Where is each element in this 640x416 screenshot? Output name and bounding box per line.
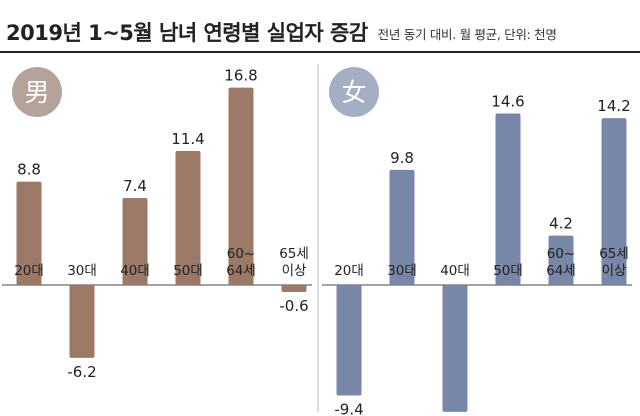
male-bar — [69, 285, 95, 358]
female-bar — [442, 285, 468, 412]
female-category-label: 20대 — [334, 263, 364, 279]
male-category-label: 20대 — [14, 263, 44, 279]
female-category-label: 60~ — [547, 246, 576, 262]
female-value-label: 9.8 — [390, 149, 414, 167]
female-category-label: 이상 — [602, 263, 627, 279]
header: 2019년 1~5월 남녀 연령별 실업자 증감 전년 동기 대비. 월 평균,… — [6, 4, 634, 48]
male-bar — [228, 87, 254, 285]
male-bar — [16, 181, 42, 285]
chart-subtitle: 전년 동기 대비. 월 평균, 단위: 천명 — [377, 27, 557, 42]
male-category-label: 50대 — [173, 263, 203, 279]
female-panel: 女-9.420대9.830대-10.840대14.650대4.260~64세14… — [322, 67, 632, 416]
male-panel: 男 8.8 20대 -6.2 30대 7.4 40대 11.4 50대 16.8 60~64세 -0.… — [2, 67, 312, 381]
male-value-label: 11.4 — [171, 130, 204, 148]
female-badge — [329, 67, 379, 117]
female-bar — [601, 118, 627, 286]
male-bar — [175, 151, 201, 285]
female-bar — [495, 113, 521, 285]
female-category-label: 65세 — [599, 246, 629, 262]
female-value-label: 14.2 — [597, 97, 630, 115]
male-badge-label: 男 — [24, 78, 49, 107]
chart-title: 2019년 1~5월 남녀 연령별 실업자 증감 — [6, 21, 368, 45]
female-category-label: 64세 — [546, 263, 576, 279]
female-value-label: 14.6 — [491, 92, 524, 110]
female-badge-label: 女 — [341, 78, 366, 107]
male-category-label: 60~ — [227, 246, 256, 262]
male-category-label: 40대 — [120, 263, 150, 279]
male-value-label: 8.8 — [17, 161, 41, 179]
male-value-label: -6.2 — [67, 363, 96, 381]
male-category-label: 64세 — [226, 263, 256, 279]
male-value-label: 16.8 — [224, 67, 257, 85]
female-value-label: -9.4 — [334, 400, 363, 416]
male-bar — [281, 285, 307, 293]
male-category-label: 이상 — [282, 263, 307, 279]
female-category-label: 30대 — [387, 263, 417, 279]
male-category-label: 30대 — [67, 263, 97, 279]
female-category-label: 50대 — [493, 263, 523, 279]
header-rule — [0, 51, 640, 53]
female-category-label: 40대 — [440, 263, 470, 279]
male-value-label: 7.4 — [123, 177, 147, 195]
female-value-label: 4.2 — [549, 215, 573, 233]
male-badge — [12, 67, 62, 117]
male-bar — [122, 198, 148, 285]
male-value-label: -0.6 — [279, 297, 308, 315]
female-bar — [548, 235, 574, 285]
female-bar — [389, 169, 415, 285]
male-category-label: 65세 — [279, 246, 309, 262]
female-bar — [336, 285, 362, 396]
